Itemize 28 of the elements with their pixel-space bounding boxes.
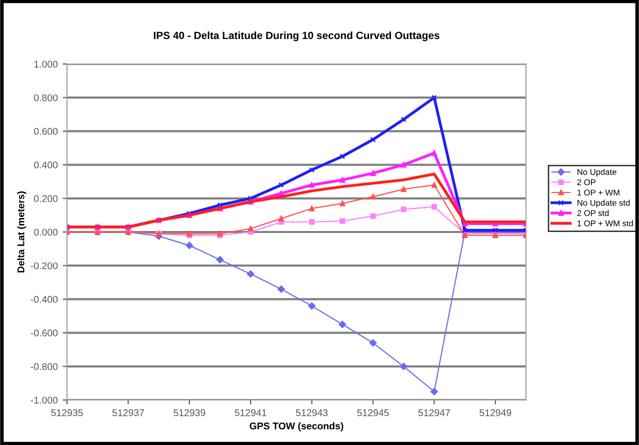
legend-label: No Update std <box>578 200 630 208</box>
x-tick-label: 512947 <box>418 409 450 416</box>
y-tick-label: -0.400 <box>30 296 58 303</box>
y-tick-label: 0.000 <box>34 228 58 236</box>
legend-label: 1 OP + WM <box>577 190 620 196</box>
x-tick-label: 512943 <box>296 409 328 416</box>
x-tick-label: 512939 <box>174 409 206 416</box>
x-tick-label: 512949 <box>480 409 512 416</box>
y-tick-label: -1.000 <box>30 396 58 404</box>
y-tick-label: 1.000 <box>34 60 58 68</box>
legend-label: No Update <box>578 168 616 177</box>
legend-label: 2 OP <box>577 179 596 186</box>
y-tick-label: -0.600 <box>30 330 58 336</box>
y-tick-label: 0.400 <box>34 162 58 168</box>
x-tick-label: 512941 <box>234 409 266 416</box>
y-tick-label: -0.200 <box>30 262 58 270</box>
y-tick-label: 0.600 <box>34 128 58 135</box>
x-axis-title: GPS TOW (seconds) <box>250 422 344 432</box>
x-tick-label: 512937 <box>112 409 144 416</box>
y-tick-label: 0.800 <box>34 94 58 102</box>
y-axis-title: Delta Lat (meters) <box>17 191 26 272</box>
x-tick-label: 512935 <box>51 409 83 416</box>
x-tick-label: 512945 <box>357 409 389 416</box>
chart-title: IPS 40 - Delta Latitude During 10 second Curved Outtages <box>154 31 440 42</box>
legend-label: 2 OP std <box>577 210 609 216</box>
y-tick-label: 0.200 <box>34 195 58 202</box>
y-tick-label: -0.800 <box>30 363 58 370</box>
legend-label: 1 OP + WM std <box>577 220 633 226</box>
